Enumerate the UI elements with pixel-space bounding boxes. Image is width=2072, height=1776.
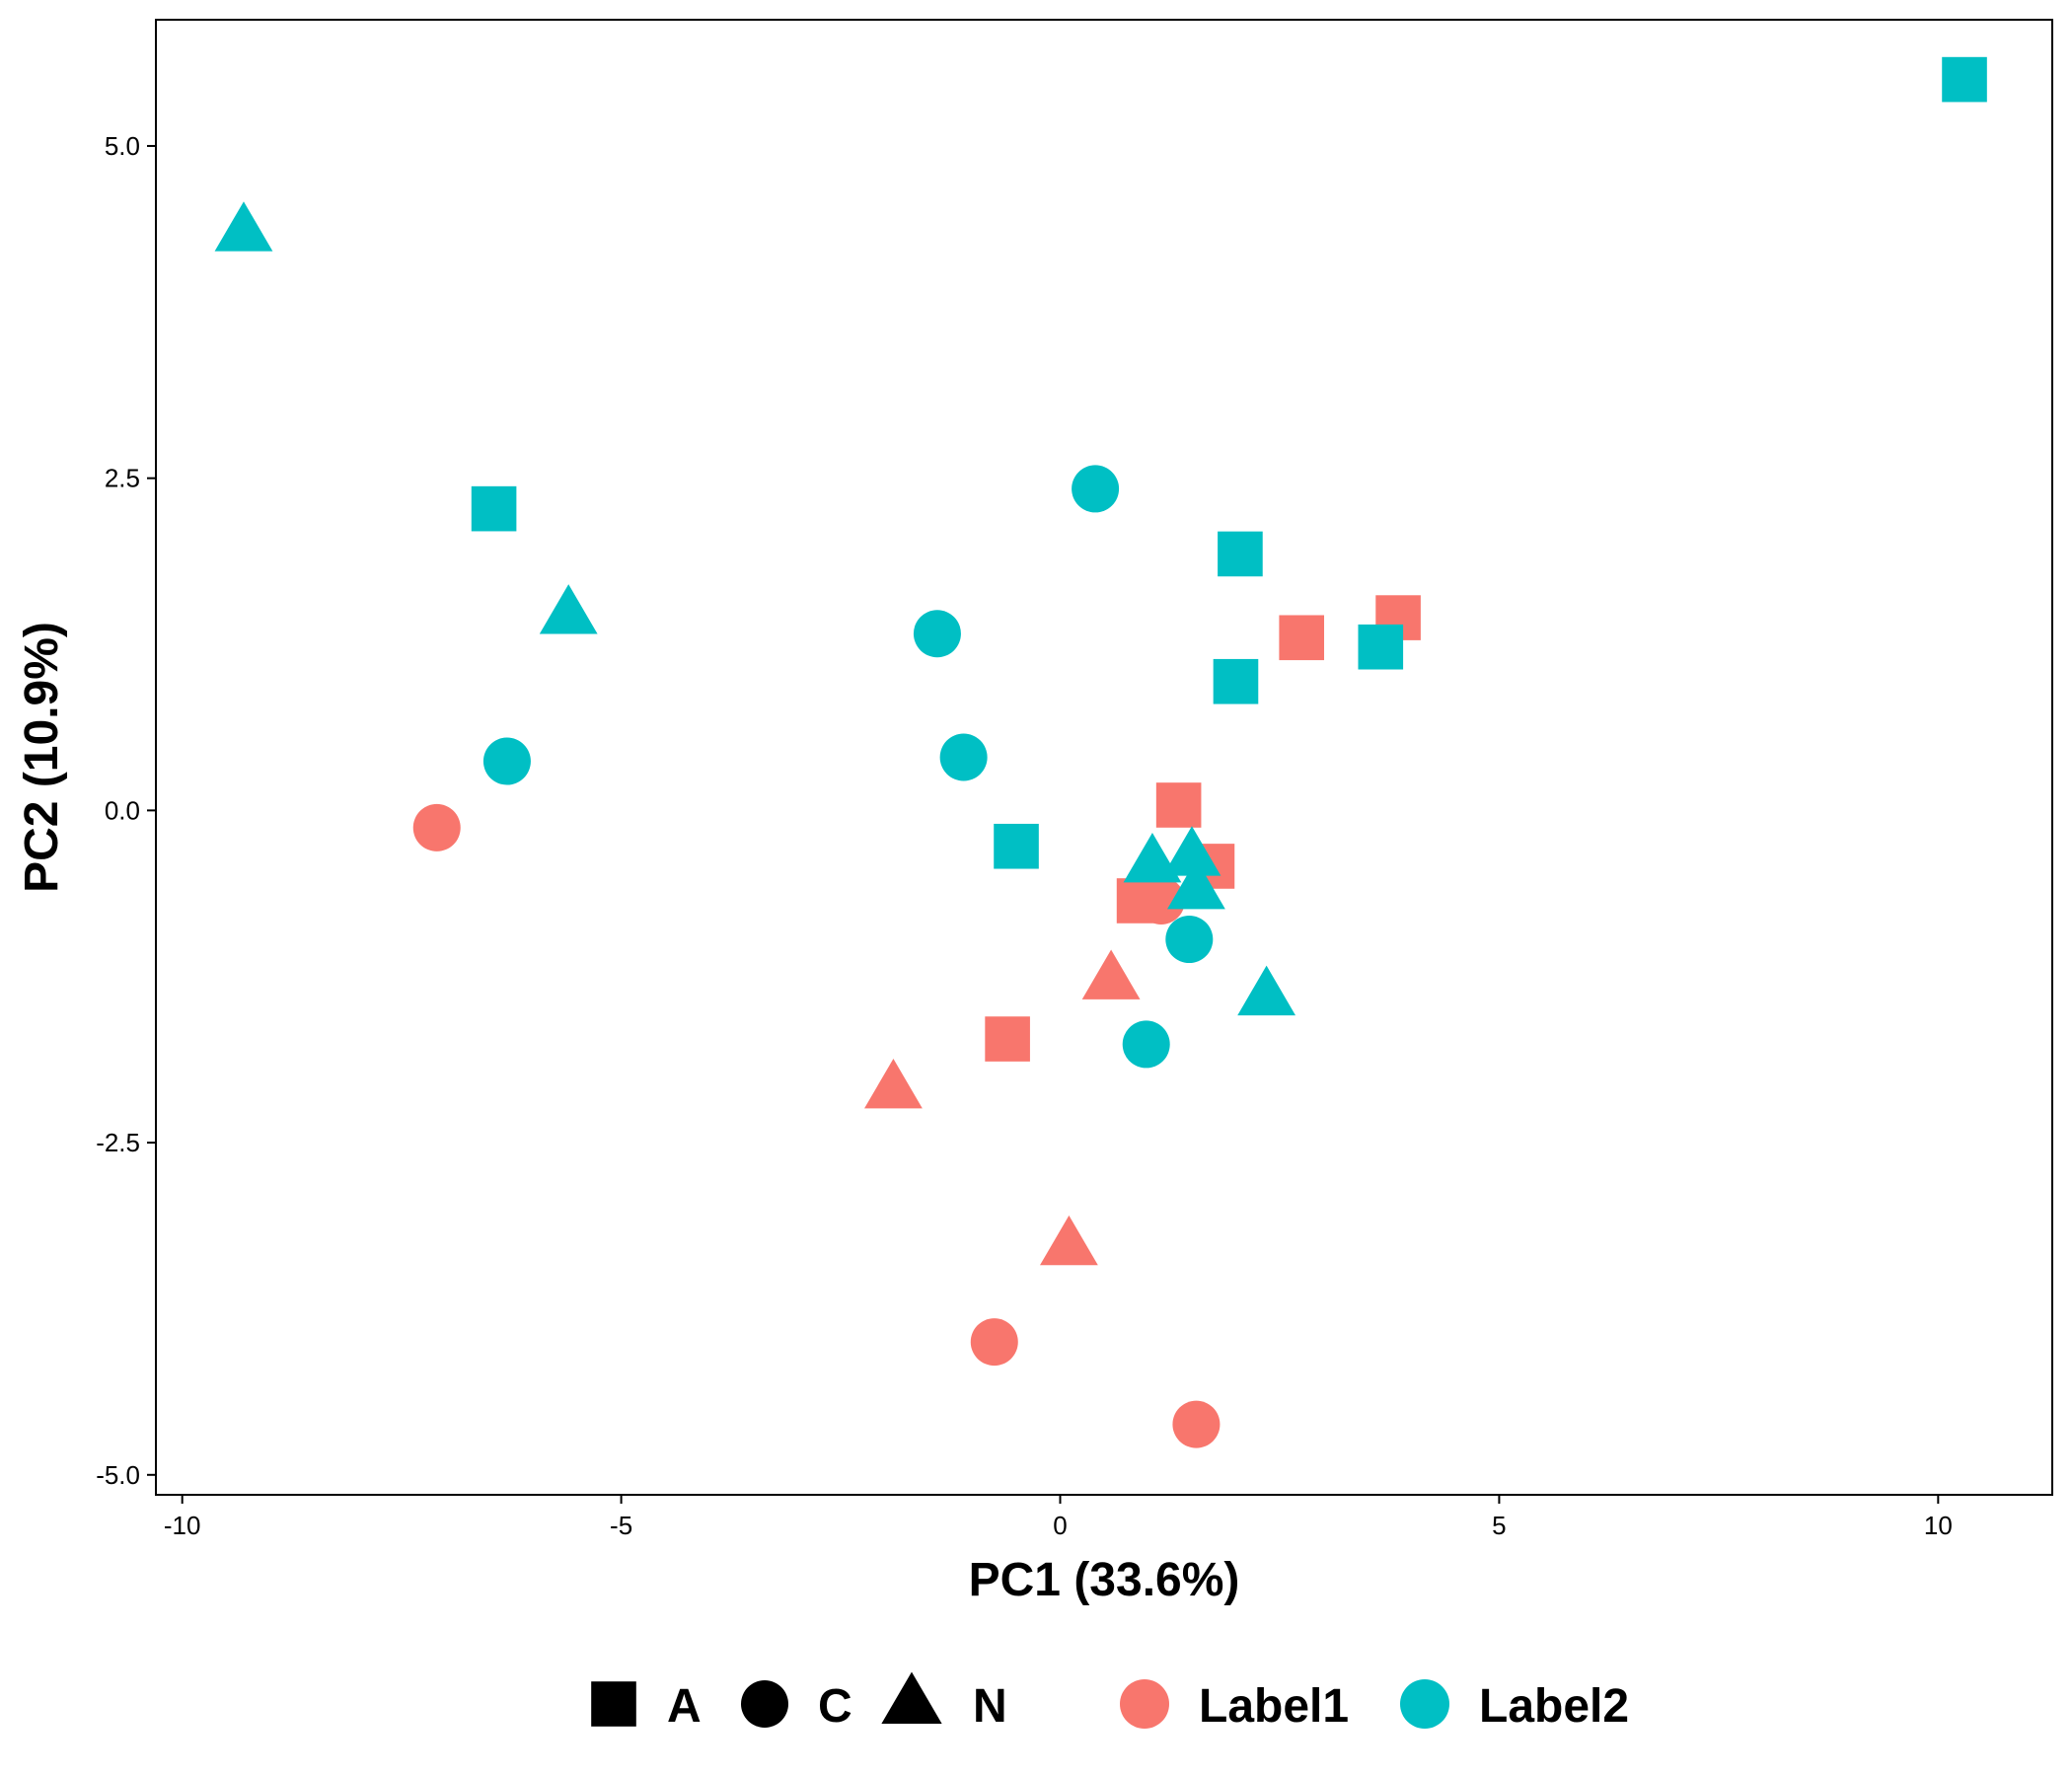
data-point — [1116, 878, 1162, 924]
data-point — [1218, 531, 1263, 577]
legend-label: N — [973, 1680, 1007, 1733]
data-point — [939, 733, 988, 781]
data-point — [412, 803, 461, 851]
legend-color-swatch — [1400, 1679, 1449, 1729]
y-tick-label: 2.5 — [105, 464, 140, 493]
legend-shape-circle — [741, 1680, 788, 1728]
data-point — [913, 610, 961, 658]
data-point — [1237, 965, 1296, 1016]
data-point — [1172, 1400, 1221, 1448]
legend-shape-square — [591, 1681, 636, 1727]
x-axis: -10 -5 0 5 10 — [164, 1495, 1953, 1540]
data-point — [1358, 624, 1404, 670]
data-point — [970, 1318, 1018, 1367]
data-point — [864, 1058, 923, 1109]
y-tick-label: 0.0 — [105, 795, 140, 825]
x-tick-label: 0 — [1053, 1511, 1067, 1540]
x-axis-title: PC1 (33.6%) — [969, 1554, 1240, 1606]
data-point — [1122, 1020, 1170, 1069]
data-point — [1155, 782, 1202, 828]
data-points — [214, 56, 1987, 1448]
data-point — [1165, 916, 1214, 964]
legend-label: Label2 — [1479, 1680, 1629, 1733]
y-axis: -5.0 -2.5 0.0 2.5 5.0 — [96, 131, 156, 1490]
y-axis-title: PC2 (10.9%) — [16, 622, 68, 893]
data-point — [1081, 949, 1141, 999]
data-point — [539, 584, 598, 634]
y-tick-label: -5.0 — [96, 1460, 140, 1490]
data-point — [994, 823, 1039, 869]
data-point — [214, 201, 273, 252]
y-tick-label: -2.5 — [96, 1128, 140, 1157]
data-point — [482, 737, 531, 785]
legend-label: A — [667, 1680, 702, 1733]
plot-panel-border — [155, 19, 2053, 1496]
data-point — [1040, 1215, 1098, 1266]
data-point — [1167, 858, 1225, 910]
data-point — [1213, 658, 1259, 704]
legend: A C N Label1 Label2 — [591, 1671, 1629, 1733]
data-point — [1072, 465, 1120, 513]
data-point — [1942, 56, 1987, 103]
x-tick-label: -5 — [610, 1511, 632, 1540]
legend-label: Label1 — [1199, 1680, 1349, 1733]
data-point — [985, 1016, 1030, 1062]
legend-color-swatch — [1120, 1679, 1169, 1729]
x-tick-label: 5 — [1492, 1511, 1506, 1540]
x-tick-label: 10 — [1924, 1511, 1953, 1540]
data-point — [471, 485, 517, 532]
data-point — [1162, 826, 1221, 876]
x-tick-label: -10 — [164, 1511, 201, 1540]
data-point — [1279, 615, 1325, 661]
y-tick-label: 5.0 — [105, 131, 140, 161]
legend-label: C — [818, 1680, 852, 1733]
legend-shape-triangle — [881, 1671, 942, 1724]
